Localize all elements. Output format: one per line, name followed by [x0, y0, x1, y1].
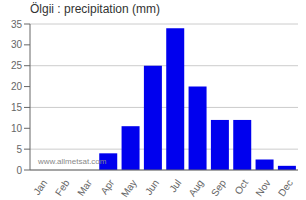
svg-text:Nov: Nov — [253, 177, 272, 198]
svg-text:Apr: Apr — [98, 177, 116, 197]
html-text:www.allmetsat.com: www.allmetsat.com — [38, 157, 107, 166]
svg-text:Feb: Feb — [53, 177, 72, 198]
svg-text:15: 15 — [11, 102, 23, 113]
svg-text:Dec: Dec — [276, 177, 295, 198]
svg-text:30: 30 — [11, 39, 23, 50]
svg-text:5: 5 — [16, 144, 22, 155]
svg-text:0: 0 — [16, 165, 22, 176]
svg-text:May: May — [119, 177, 139, 199]
html-text:Ölgii : precipitation (mm): Ölgii : precipitation (mm) — [30, 2, 160, 16]
svg-text:35: 35 — [11, 19, 23, 30]
svg-text:10: 10 — [11, 123, 23, 134]
svg-text:25: 25 — [11, 60, 23, 71]
svg-text:Oct: Oct — [232, 177, 250, 196]
svg-text:Jul: Jul — [167, 177, 183, 194]
svg-text:20: 20 — [11, 81, 23, 92]
svg-text:Jan: Jan — [31, 177, 49, 197]
svg-text:Sep: Sep — [209, 177, 228, 198]
svg-text:Jun: Jun — [143, 177, 161, 197]
svg-text:Mar: Mar — [75, 177, 94, 198]
svg-text:Aug: Aug — [186, 177, 205, 198]
